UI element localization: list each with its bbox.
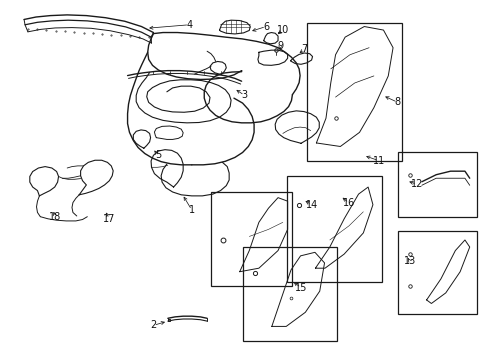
Text: 5: 5 (155, 150, 161, 160)
Bar (243, 247, 336, 341)
Text: 4: 4 (186, 20, 192, 30)
Text: 9: 9 (277, 41, 283, 51)
Bar (306, 23, 401, 161)
Text: 18: 18 (49, 212, 61, 222)
Text: 7: 7 (301, 45, 307, 54)
Text: 1: 1 (188, 205, 194, 215)
Text: 8: 8 (394, 98, 400, 107)
Bar (397, 152, 476, 217)
Text: 2: 2 (150, 320, 156, 330)
Text: 14: 14 (305, 200, 317, 210)
Text: 17: 17 (103, 214, 115, 224)
Text: 15: 15 (294, 283, 306, 293)
Text: 6: 6 (263, 22, 268, 32)
Text: 13: 13 (403, 256, 415, 266)
Text: 16: 16 (342, 198, 354, 208)
Text: 10: 10 (276, 25, 288, 35)
Bar (397, 231, 476, 314)
Text: 3: 3 (241, 90, 247, 100)
Bar (210, 192, 292, 286)
Text: 12: 12 (410, 179, 422, 189)
Text: 11: 11 (372, 156, 384, 166)
Bar (286, 176, 381, 282)
